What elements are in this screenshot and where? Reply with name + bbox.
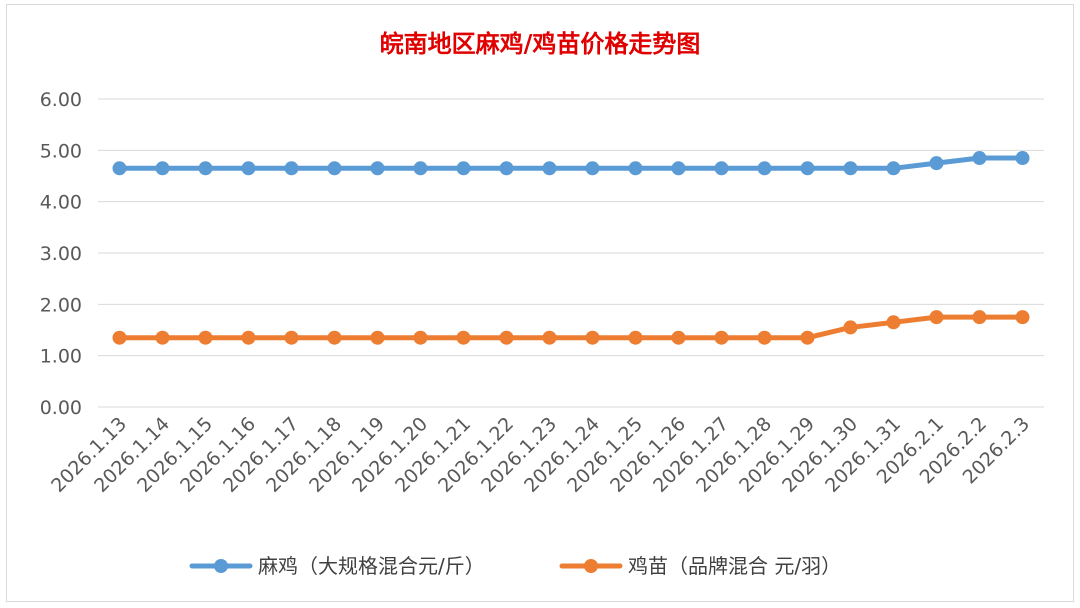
data-point-1 [241,330,256,345]
chart-frame [6,4,1074,602]
data-point-0 [585,161,600,176]
data-point-0 [499,161,514,176]
data-point-1 [413,330,428,345]
y-tick-label: 2.00 [40,294,82,316]
data-point-1 [929,310,944,325]
y-tick-label: 3.00 [40,243,82,265]
y-axis-ticks: 0.00 1.00 2.00 3.00 4.00 5.00 6.00 [40,89,82,419]
legend-label-0: 麻鸡（大规格混合元/斤） [258,554,485,578]
data-point-1 [155,330,170,345]
series-line-0 [117,155,1025,171]
legend: 麻鸡（大规格混合元/斤） 鸡苗（品牌混合 元/羽） [189,554,841,578]
data-point-0 [886,161,901,176]
data-point-0 [757,161,772,176]
data-point-1 [456,330,471,345]
data-point-1 [542,330,557,345]
legend-label-1: 鸡苗（品牌混合 元/羽） [628,554,841,578]
data-point-0 [1015,151,1030,166]
data-point-0 [671,161,686,176]
grid-lines [98,98,1044,408]
data-point-0 [327,161,342,176]
chart-title: 皖南地区麻鸡/鸡苗价格走势图 [380,29,701,58]
data-point-0 [843,161,858,176]
data-point-1 [585,330,600,345]
legend-marker-1 [584,559,598,573]
data-point-0 [929,156,944,171]
data-point-0 [370,161,385,176]
legend-marker-0 [214,559,228,573]
data-point-0 [241,161,256,176]
data-point-1 [327,330,342,345]
data-point-1 [198,330,213,345]
series-layer [112,151,1030,345]
data-point-1 [284,330,299,345]
y-tick-label: 5.00 [40,140,82,162]
y-tick-label: 1.00 [40,346,82,368]
series-line-1 [117,314,1025,341]
data-point-0 [714,161,729,176]
data-point-1 [972,310,987,325]
y-tick-label: 0.00 [40,397,82,419]
x-axis-ticks: 2026.1.132026.1.142026.1.152026.1.162026… [47,413,1034,497]
data-point-1 [757,330,772,345]
data-point-0 [413,161,428,176]
data-point-0 [542,161,557,176]
data-point-1 [499,330,514,345]
data-point-1 [671,330,686,345]
data-point-1 [628,330,643,345]
data-point-1 [800,330,815,345]
data-point-0 [628,161,643,176]
data-point-0 [284,161,299,176]
data-point-1 [112,330,127,345]
y-tick-label: 4.00 [40,192,82,214]
data-point-1 [1015,310,1030,325]
data-point-0 [155,161,170,176]
data-point-1 [843,320,858,335]
y-tick-label: 6.00 [40,89,82,111]
data-point-0 [800,161,815,176]
data-point-1 [886,315,901,330]
data-point-0 [198,161,213,176]
data-point-0 [112,161,127,176]
data-point-0 [456,161,471,176]
data-point-0 [972,151,987,166]
data-point-1 [370,330,385,345]
data-point-1 [714,330,729,345]
